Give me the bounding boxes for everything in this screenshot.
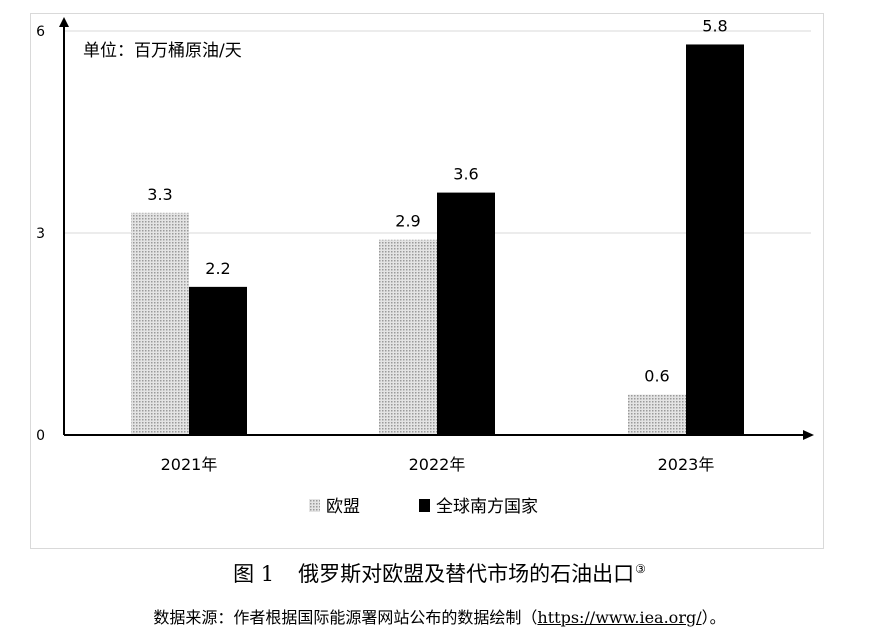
x-axis-arrow (803, 430, 814, 440)
y-axis-arrow (59, 17, 69, 27)
footnote-mark: ③ (635, 562, 646, 576)
x-tick-label: 2023年 (658, 455, 715, 474)
figure-caption: 图 1 俄罗斯对欧盟及替代市场的石油出口③ (0, 558, 879, 588)
legend-swatch (309, 499, 320, 512)
source-link[interactable]: https://www.iea.org/ (537, 608, 702, 627)
bar-chart: 0 3 6 2021年 2022年 2023年 3.3 2.9 0.6 2.2 3.6 5.8 单位：… (36, 16, 814, 517)
bar-global-south (686, 44, 744, 435)
source-note: 数据来源：作者根据国际能源署网站公布的数据绘制（https://www.iea.… (0, 604, 879, 628)
legend-label: 欧盟 (326, 497, 360, 517)
data-label: 0.6 (644, 367, 669, 386)
y-tick-label: 3 (36, 226, 45, 242)
unit-note: 单位：百万桶原油/天 (83, 41, 242, 61)
x-tick-label: 2022年 (409, 455, 466, 474)
bar-eu (131, 212, 189, 435)
data-label: 2.9 (395, 212, 420, 231)
x-tick-label: 2021年 (161, 455, 218, 474)
data-label: 5.8 (702, 16, 727, 35)
bar-global-south (189, 286, 247, 435)
bar-eu (628, 394, 686, 435)
bar-eu (379, 239, 437, 435)
data-label: 3.3 (147, 185, 172, 204)
y-tick-label: 6 (36, 24, 45, 40)
source-suffix: ）。 (701, 608, 726, 627)
data-label: 2.2 (205, 259, 230, 278)
legend-label: 全球南方国家 (436, 497, 538, 517)
source-prefix: 数据来源：作者根据国际能源署网站公布的数据绘制（ (153, 608, 538, 627)
legend-swatch (419, 499, 430, 512)
y-tick-label: 0 (36, 428, 45, 444)
bar-global-south (437, 192, 495, 435)
figure-title: 俄罗斯对欧盟及替代市场的石油出口 (298, 562, 635, 586)
data-label: 3.6 (453, 165, 478, 184)
figure-number: 图 1 (233, 562, 275, 586)
chart-frame: 0 3 6 2021年 2022年 2023年 3.3 2.9 0.6 2.2 3.6 5.8 单位：… (30, 13, 824, 549)
